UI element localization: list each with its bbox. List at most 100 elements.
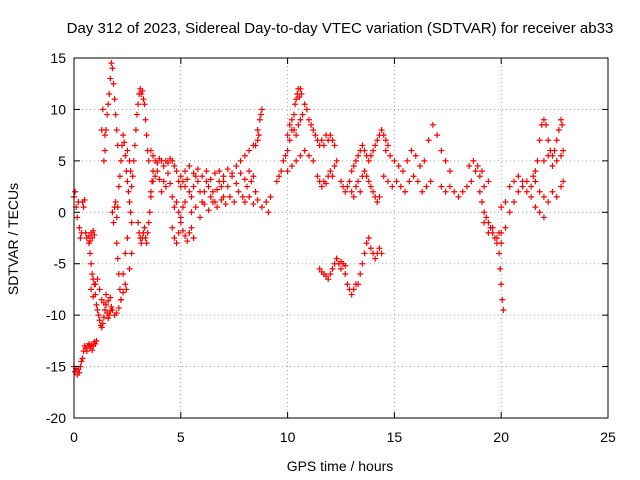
chart-title: Day 312 of 2023, Sidereal Day-to-day VTE… bbox=[67, 20, 614, 37]
data-point bbox=[132, 127, 139, 133]
data-point bbox=[365, 157, 372, 164]
data-point bbox=[549, 188, 556, 195]
data-point bbox=[344, 281, 351, 288]
data-point bbox=[117, 157, 124, 164]
data-point bbox=[481, 183, 488, 190]
data-point bbox=[545, 199, 552, 205]
data-point bbox=[105, 315, 112, 322]
data-point bbox=[77, 235, 84, 241]
data-point bbox=[370, 188, 377, 195]
data-point bbox=[329, 137, 336, 144]
data-point bbox=[116, 173, 123, 180]
data-point bbox=[528, 183, 535, 190]
data-point bbox=[233, 163, 240, 169]
data-point bbox=[241, 199, 248, 205]
data-point bbox=[363, 240, 370, 247]
axis-ticks: 0 5 10 15 20 25 -20 -15 -10 -5 0 5 10 15 bbox=[46, 50, 616, 445]
data-point bbox=[139, 87, 146, 94]
data-point bbox=[177, 214, 184, 221]
data-point bbox=[164, 170, 171, 177]
data-point bbox=[310, 157, 317, 164]
data-point bbox=[534, 157, 541, 164]
data-point bbox=[175, 209, 182, 216]
data-point bbox=[468, 178, 475, 185]
data-point bbox=[128, 219, 135, 226]
data-point bbox=[498, 281, 505, 288]
data-point bbox=[551, 147, 558, 154]
data-point bbox=[101, 132, 108, 139]
data-point bbox=[423, 183, 430, 190]
data-point bbox=[218, 183, 225, 190]
data-point bbox=[429, 121, 436, 128]
data-point bbox=[295, 121, 302, 128]
data-point bbox=[124, 147, 131, 154]
data-point bbox=[154, 168, 161, 175]
y-tick-label: 0 bbox=[58, 204, 66, 220]
data-point bbox=[314, 173, 321, 180]
data-point bbox=[346, 178, 353, 185]
y-tick-label: 5 bbox=[58, 153, 66, 169]
data-point bbox=[256, 116, 263, 123]
data-point bbox=[532, 168, 539, 175]
data-point bbox=[536, 209, 543, 216]
data-point bbox=[370, 147, 377, 154]
data-point bbox=[99, 320, 106, 327]
data-point bbox=[190, 235, 197, 241]
data-point bbox=[156, 176, 163, 183]
data-point bbox=[464, 183, 471, 190]
data-point bbox=[455, 193, 462, 200]
data-point bbox=[250, 173, 257, 180]
data-point bbox=[72, 188, 79, 195]
data-point bbox=[248, 178, 255, 185]
data-point bbox=[171, 163, 178, 169]
data-point bbox=[106, 91, 113, 97]
data-point bbox=[100, 157, 107, 164]
data-point bbox=[483, 214, 490, 221]
data-point bbox=[93, 301, 100, 308]
data-point bbox=[150, 152, 157, 159]
data-point bbox=[361, 250, 368, 257]
data-point bbox=[143, 240, 150, 247]
data-point bbox=[292, 101, 299, 108]
data-point bbox=[91, 231, 98, 238]
data-point bbox=[246, 147, 253, 154]
data-point bbox=[481, 209, 488, 216]
data-point bbox=[378, 127, 385, 133]
y-tick-label: 15 bbox=[50, 50, 66, 66]
data-point bbox=[241, 176, 248, 183]
data-point bbox=[284, 168, 291, 175]
data-point bbox=[291, 111, 298, 118]
data-point bbox=[160, 163, 167, 169]
data-point bbox=[145, 157, 152, 164]
data-point bbox=[216, 168, 223, 175]
data-point bbox=[190, 183, 197, 190]
data-point bbox=[363, 173, 370, 180]
data-point bbox=[267, 193, 274, 200]
data-point bbox=[421, 157, 428, 164]
data-point bbox=[147, 193, 154, 200]
x-tick-label: 5 bbox=[177, 429, 185, 445]
data-point bbox=[305, 116, 312, 123]
data-point bbox=[103, 291, 110, 298]
data-point bbox=[100, 299, 107, 306]
data-point bbox=[528, 193, 535, 200]
data-point bbox=[414, 178, 421, 185]
data-point bbox=[485, 229, 492, 236]
data-point bbox=[109, 307, 116, 313]
data-point bbox=[344, 183, 351, 190]
data-point bbox=[76, 224, 83, 231]
data-point bbox=[558, 183, 565, 190]
data-point bbox=[308, 121, 315, 128]
data-point bbox=[211, 170, 218, 177]
data-point bbox=[338, 258, 344, 265]
data-point bbox=[226, 193, 233, 200]
data-point bbox=[255, 132, 262, 139]
data-point bbox=[355, 178, 362, 185]
data-point bbox=[515, 188, 522, 195]
data-point bbox=[506, 183, 513, 190]
data-point bbox=[98, 127, 105, 133]
data-point bbox=[173, 168, 180, 175]
x-tick-label: 10 bbox=[280, 429, 296, 445]
data-point bbox=[124, 235, 131, 241]
data-point bbox=[393, 178, 400, 185]
